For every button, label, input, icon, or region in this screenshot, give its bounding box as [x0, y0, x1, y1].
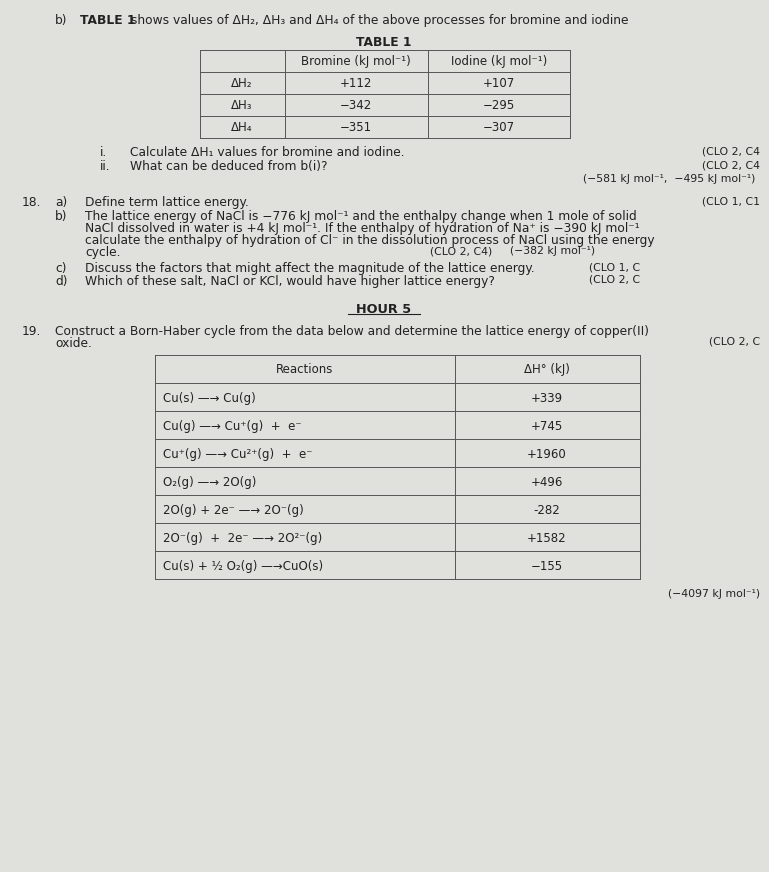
Text: cycle.: cycle. [85, 246, 121, 259]
Text: Calculate ΔH₁ values for bromine and iodine.: Calculate ΔH₁ values for bromine and iod… [130, 146, 404, 159]
Text: ΔH₃: ΔH₃ [231, 99, 253, 112]
Text: +107: +107 [483, 77, 515, 90]
Text: (CLO 2, C4): (CLO 2, C4) [430, 246, 492, 256]
Text: The lattice energy of NaCl is −776 kJ mol⁻¹ and the enthalpy change when 1 mole : The lattice energy of NaCl is −776 kJ mo… [85, 210, 637, 223]
Text: (CLO 2, C4: (CLO 2, C4 [702, 146, 760, 156]
Text: ΔH₂: ΔH₂ [231, 77, 253, 90]
Text: Iodine (kJ mol⁻¹): Iodine (kJ mol⁻¹) [451, 55, 547, 68]
Text: (−4097 kJ mol⁻¹): (−4097 kJ mol⁻¹) [667, 589, 760, 599]
Text: Cu⁺(g) —→ Cu²⁺(g)  +  e⁻: Cu⁺(g) —→ Cu²⁺(g) + e⁻ [163, 448, 312, 461]
Text: −155: −155 [531, 560, 563, 573]
Text: +339: +339 [531, 392, 563, 405]
Text: +1582: +1582 [528, 532, 567, 545]
Text: i.: i. [100, 146, 107, 159]
Text: TABLE 1: TABLE 1 [356, 36, 411, 49]
Text: b): b) [55, 14, 68, 27]
Text: Discuss the factors that might affect the magnitude of the lattice energy.: Discuss the factors that might affect th… [85, 262, 534, 275]
Text: +112: +112 [340, 77, 372, 90]
Text: b): b) [55, 210, 68, 223]
Text: c): c) [55, 262, 66, 275]
Text: 2O⁻(g)  +  2e⁻ —→ 2O²⁻(g): 2O⁻(g) + 2e⁻ —→ 2O²⁻(g) [163, 532, 322, 545]
Text: (−382 kJ mol⁻¹): (−382 kJ mol⁻¹) [510, 246, 595, 256]
Text: NaCl dissolved in water is +4 kJ mol⁻¹. If the enthalpy of hydration of Na⁺ is −: NaCl dissolved in water is +4 kJ mol⁻¹. … [85, 222, 640, 235]
Text: (CLO 2, C4: (CLO 2, C4 [702, 160, 760, 170]
Text: ΔH₄: ΔH₄ [231, 121, 253, 134]
Text: Which of these salt, NaCl or KCl, would have higher lattice energy?: Which of these salt, NaCl or KCl, would … [85, 275, 495, 288]
Text: 19.: 19. [22, 325, 42, 338]
Text: −307: −307 [483, 121, 515, 134]
Text: −295: −295 [483, 99, 515, 112]
Text: +496: +496 [531, 476, 563, 489]
Text: +745: +745 [531, 420, 563, 433]
Text: 2O(g) + 2e⁻ —→ 2O⁻(g): 2O(g) + 2e⁻ —→ 2O⁻(g) [163, 504, 304, 517]
Text: +1960: +1960 [527, 448, 567, 461]
Text: oxide.: oxide. [55, 337, 92, 350]
Text: ii.: ii. [100, 160, 111, 173]
Text: Cu(g) —→ Cu⁺(g)  +  e⁻: Cu(g) —→ Cu⁺(g) + e⁻ [163, 420, 301, 433]
Text: (CLO 2, C: (CLO 2, C [589, 275, 640, 285]
Text: −351: −351 [340, 121, 372, 134]
Text: -282: -282 [534, 504, 561, 517]
Text: What can be deduced from b(i)?: What can be deduced from b(i)? [130, 160, 328, 173]
Text: shows values of ΔH₂, ΔH₃ and ΔH₄ of the above processes for bromine and iodine: shows values of ΔH₂, ΔH₃ and ΔH₄ of the … [127, 14, 628, 27]
Text: ΔH° (kJ): ΔH° (kJ) [524, 363, 570, 376]
Text: Bromine (kJ mol⁻¹): Bromine (kJ mol⁻¹) [301, 55, 411, 68]
Text: Reactions: Reactions [276, 363, 334, 376]
Text: Cu(s) + ½ O₂(g) —→CuO(s): Cu(s) + ½ O₂(g) —→CuO(s) [163, 560, 323, 573]
Text: 18.: 18. [22, 196, 42, 209]
Text: a): a) [55, 196, 67, 209]
Text: −342: −342 [340, 99, 372, 112]
Text: O₂(g) —→ 2O(g): O₂(g) —→ 2O(g) [163, 476, 256, 489]
Text: HOUR 5: HOUR 5 [357, 303, 411, 316]
Text: (CLO 1, C1: (CLO 1, C1 [702, 196, 760, 206]
Text: (−581 kJ mol⁻¹,  −495 kJ mol⁻¹): (−581 kJ mol⁻¹, −495 kJ mol⁻¹) [583, 174, 755, 184]
Text: (CLO 2, C: (CLO 2, C [709, 337, 760, 347]
Text: (CLO 1, C: (CLO 1, C [589, 262, 640, 272]
Text: d): d) [55, 275, 68, 288]
Text: Cu(s) —→ Cu(g): Cu(s) —→ Cu(g) [163, 392, 256, 405]
Text: calculate the enthalpy of hydration of Cl⁻ in the dissolution process of NaCl us: calculate the enthalpy of hydration of C… [85, 234, 654, 247]
Text: Construct a Born-Haber cycle from the data below and determine the lattice energ: Construct a Born-Haber cycle from the da… [55, 325, 649, 338]
Text: Define term lattice energy.: Define term lattice energy. [85, 196, 249, 209]
Text: TABLE 1: TABLE 1 [80, 14, 135, 27]
